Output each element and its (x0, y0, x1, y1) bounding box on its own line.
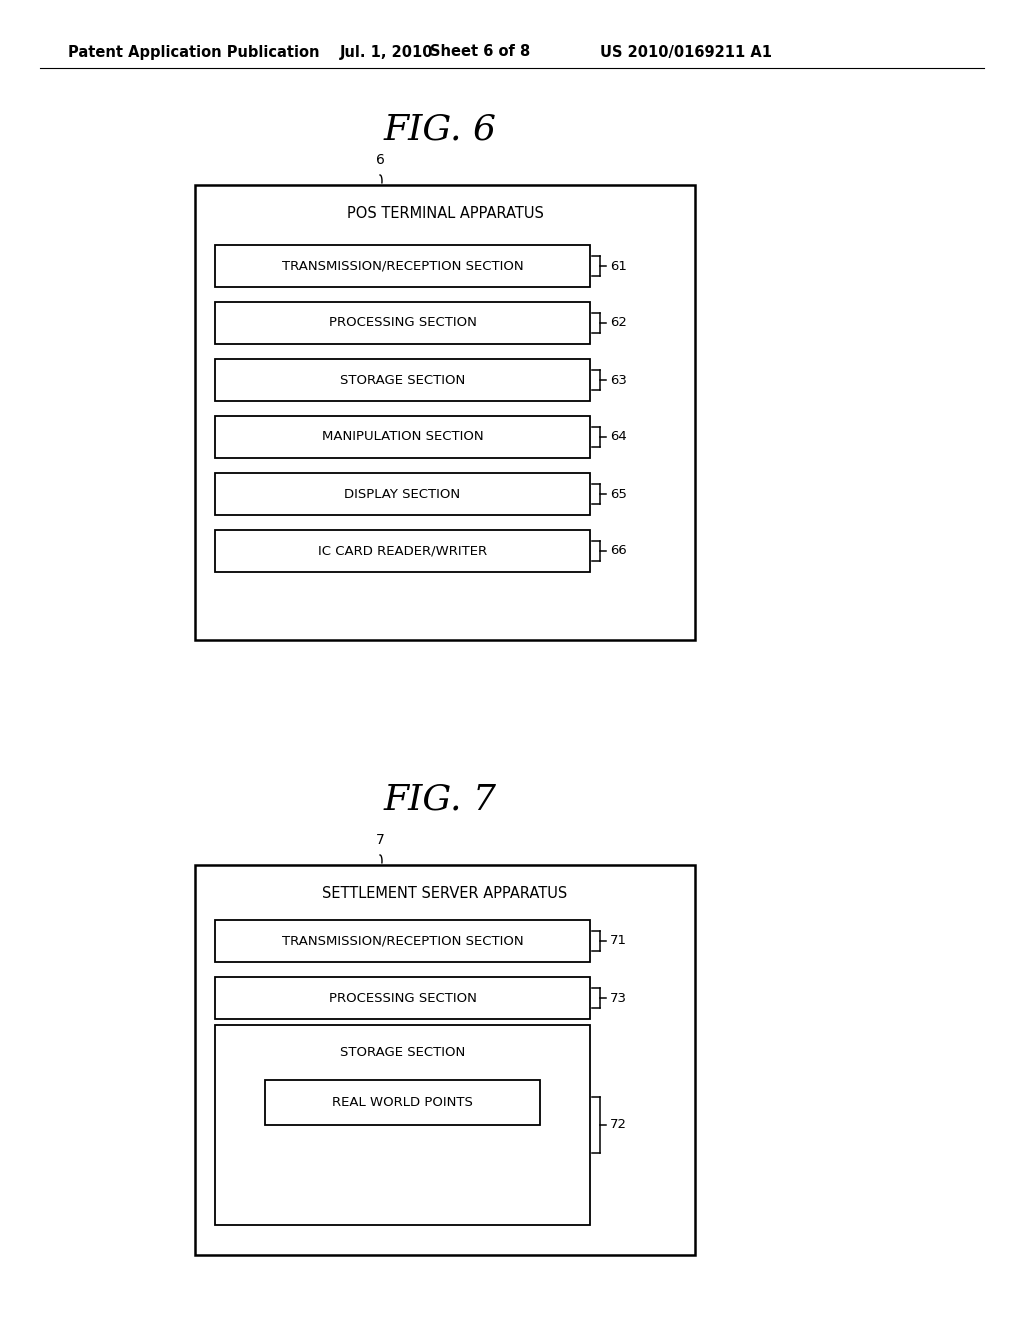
Text: MANIPULATION SECTION: MANIPULATION SECTION (322, 430, 483, 444)
Text: 71: 71 (610, 935, 627, 948)
Bar (195, 865, 695, 1255)
Text: Sheet 6 of 8: Sheet 6 of 8 (430, 45, 530, 59)
Text: FIG. 7: FIG. 7 (384, 783, 497, 817)
Text: 7: 7 (376, 833, 384, 847)
Bar (215, 473, 590, 515)
Text: US 2010/0169211 A1: US 2010/0169211 A1 (600, 45, 772, 59)
Text: 73: 73 (610, 991, 627, 1005)
Text: 64: 64 (610, 430, 627, 444)
Bar (215, 416, 590, 458)
Bar (195, 185, 695, 640)
Text: SETTLEMENT SERVER APPARATUS: SETTLEMENT SERVER APPARATUS (323, 886, 567, 900)
Bar (215, 359, 590, 401)
Bar (215, 1026, 590, 1225)
Text: 63: 63 (610, 374, 627, 387)
Bar (215, 246, 590, 286)
Text: TRANSMISSION/RECEPTION SECTION: TRANSMISSION/RECEPTION SECTION (282, 260, 523, 272)
Text: PROCESSING SECTION: PROCESSING SECTION (329, 991, 476, 1005)
Bar (215, 977, 590, 1019)
Text: 62: 62 (610, 317, 627, 330)
Text: DISPLAY SECTION: DISPLAY SECTION (344, 487, 461, 500)
Text: IC CARD READER/WRITER: IC CARD READER/WRITER (317, 544, 487, 557)
Text: POS TERMINAL APPARATUS: POS TERMINAL APPARATUS (346, 206, 544, 220)
Text: 6: 6 (376, 153, 384, 168)
Text: 66: 66 (610, 544, 627, 557)
Bar (265, 1080, 540, 1125)
Text: Patent Application Publication: Patent Application Publication (68, 45, 319, 59)
Text: PROCESSING SECTION: PROCESSING SECTION (329, 317, 476, 330)
Text: 72: 72 (610, 1118, 627, 1131)
Text: FIG. 6: FIG. 6 (384, 114, 497, 147)
Text: 65: 65 (610, 487, 627, 500)
Text: STORAGE SECTION: STORAGE SECTION (340, 1047, 465, 1060)
Text: TRANSMISSION/RECEPTION SECTION: TRANSMISSION/RECEPTION SECTION (282, 935, 523, 948)
Text: STORAGE SECTION: STORAGE SECTION (340, 374, 465, 387)
Text: Jul. 1, 2010: Jul. 1, 2010 (340, 45, 433, 59)
Bar (215, 302, 590, 345)
Bar (215, 531, 590, 572)
Bar (215, 920, 590, 962)
Text: REAL WORLD POINTS: REAL WORLD POINTS (332, 1096, 473, 1109)
Text: 61: 61 (610, 260, 627, 272)
